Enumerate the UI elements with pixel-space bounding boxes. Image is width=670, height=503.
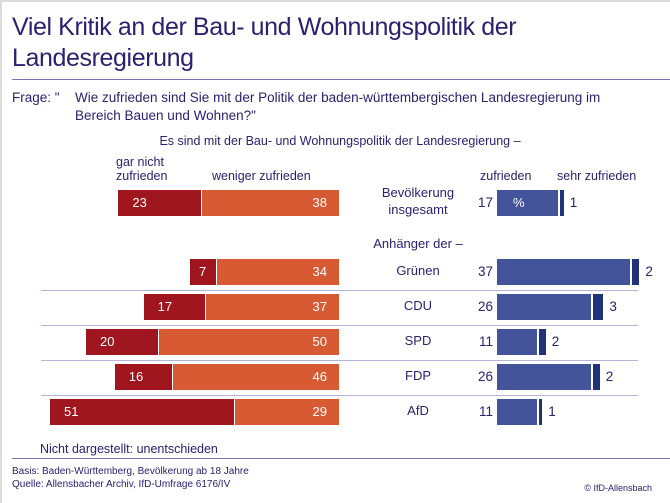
- bar-gar-nicht-zufrieden: 20: [86, 329, 158, 355]
- bar-gar-nicht-zufrieden: 51: [50, 399, 234, 425]
- footer-quelle: Quelle: Allensbacher Archiv, IfD-Umfrage…: [12, 479, 231, 490]
- value-label-zufrieden: 26: [477, 369, 493, 384]
- bar-sehr-zufrieden: [538, 329, 546, 355]
- row-label-grünen: Grünen: [358, 262, 478, 279]
- footer-divider: [12, 458, 670, 459]
- value-label-weniger: 38: [312, 195, 327, 210]
- value-label-zufrieden: 17: [477, 195, 493, 210]
- value-label-weniger: 29: [312, 404, 327, 419]
- bar-gar-nicht-zufrieden: 7: [190, 259, 216, 285]
- value-label-gar-nicht: 20: [100, 334, 115, 349]
- bar-zufrieden: [497, 259, 631, 285]
- bar-weniger-zufrieden: 50: [159, 329, 339, 355]
- bar-sehr-zufrieden: [560, 190, 564, 216]
- row-separator: [41, 325, 638, 326]
- row-separator: [41, 395, 638, 396]
- legend-gar-nicht-line1: gar nicht: [116, 155, 164, 169]
- bar-zufrieden: [497, 364, 591, 390]
- value-label-weniger: 34: [312, 264, 327, 279]
- value-label-sehr-zufrieden: 2: [645, 264, 653, 279]
- chart-title: Viel Kritik an der Bau- und Wohnungspoli…: [12, 13, 517, 72]
- bar-weniger-zufrieden: 34: [216, 259, 339, 285]
- value-label-gar-nicht: 16: [128, 369, 144, 384]
- bar-zufrieden: [497, 399, 537, 425]
- question-text: Wie zufrieden sind Sie mit der Politik d…: [75, 90, 601, 123]
- footer-source: Basis: Baden-Württemberg, Bevölkerung ab…: [12, 465, 249, 491]
- row-label-fdp: FDP: [358, 367, 478, 384]
- row-label-line1: CDU: [403, 298, 433, 313]
- bar-weniger-zufrieden: 29: [234, 399, 339, 425]
- footnote: Nicht dargestellt: unentschieden: [40, 442, 218, 456]
- value-label-zufrieden: 11: [478, 404, 493, 419]
- value-label-gar-nicht: 17: [157, 299, 173, 314]
- group-label: Anhänger der –: [373, 236, 463, 251]
- value-label-sehr-zufrieden: 1: [548, 404, 556, 419]
- bar-sehr-zufrieden: [592, 294, 604, 320]
- value-label-sehr-zufrieden: 2: [605, 369, 614, 384]
- value-label-gar-nicht: 7: [198, 264, 207, 279]
- bar-sehr-zufrieden: [538, 399, 543, 425]
- bar-sehr-zufrieden: [632, 259, 640, 285]
- bar-gar-nicht-zufrieden: 17: [143, 294, 205, 320]
- bar-weniger-zufrieden: 46: [173, 364, 339, 390]
- row-label-afd: AfD: [358, 402, 478, 419]
- question: Frage: " Wie zufrieden sind Sie mit der …: [12, 89, 600, 123]
- value-label-sehr-zufrieden: 3: [609, 299, 617, 314]
- bar-gar-nicht-zufrieden: 23: [118, 190, 202, 216]
- legend-zufrieden: zufrieden: [480, 169, 532, 183]
- bar-zufrieden: [497, 294, 591, 320]
- legend-gar-nicht-line2: zufrieden: [116, 169, 168, 183]
- header-divider: [12, 79, 670, 80]
- row-label-line1: AfD: [407, 403, 429, 418]
- row-label-bevölkerung-insgesamt: Bevölkerung insgesamt: [358, 184, 478, 218]
- value-label-weniger: 50: [312, 334, 327, 349]
- value-label-sehr-zufrieden: 1: [569, 195, 578, 210]
- row-label-line2: insgesamt: [388, 202, 448, 217]
- value-label-gar-nicht: 23: [132, 195, 147, 210]
- footer-basis: Basis: Baden-Württemberg, Bevölkerung ab…: [12, 466, 249, 477]
- chart-subtitle: Es sind mit der Bau- und Wohnungspolitik…: [159, 134, 521, 148]
- legend-weniger-zufrieden: weniger zufrieden: [212, 169, 311, 183]
- value-label-weniger: 46: [312, 369, 327, 384]
- row-label-line1: Grünen: [396, 263, 440, 278]
- row-label-cdu: CDU: [358, 297, 478, 314]
- row-separator: [41, 290, 638, 291]
- value-label-zufrieden: 11: [478, 334, 493, 349]
- row-label-spd: SPD: [358, 332, 478, 349]
- bar-gar-nicht-zufrieden: 16: [114, 364, 173, 390]
- value-label-weniger: 37: [312, 299, 327, 314]
- legend-sehr-zufrieden: sehr zufrieden: [557, 169, 637, 183]
- row-label-line1: Bevölkerung: [381, 185, 455, 200]
- value-label-zufrieden: 37: [477, 264, 493, 279]
- row-label-line1: FDP: [405, 368, 431, 383]
- question-label: Frage: ": [12, 90, 60, 105]
- bar-zufrieden: %: [497, 190, 559, 216]
- bar-zufrieden: [497, 329, 537, 355]
- row-separator: [41, 360, 638, 361]
- row-label-line1: SPD: [404, 333, 432, 348]
- copyright: © IfD-Allensbach: [584, 483, 652, 493]
- value-label-zufrieden: 26: [477, 299, 493, 314]
- legend-gar-nicht-zufrieden: gar nicht zufrieden: [116, 155, 167, 183]
- bar-weniger-zufrieden: 37: [205, 294, 339, 320]
- bar-weniger-zufrieden: 38: [202, 190, 339, 216]
- value-label-gar-nicht: 51: [64, 404, 79, 419]
- bar-sehr-zufrieden: [592, 364, 600, 390]
- value-label-sehr-zufrieden: 2: [551, 334, 560, 349]
- percent-marker: %: [513, 195, 525, 210]
